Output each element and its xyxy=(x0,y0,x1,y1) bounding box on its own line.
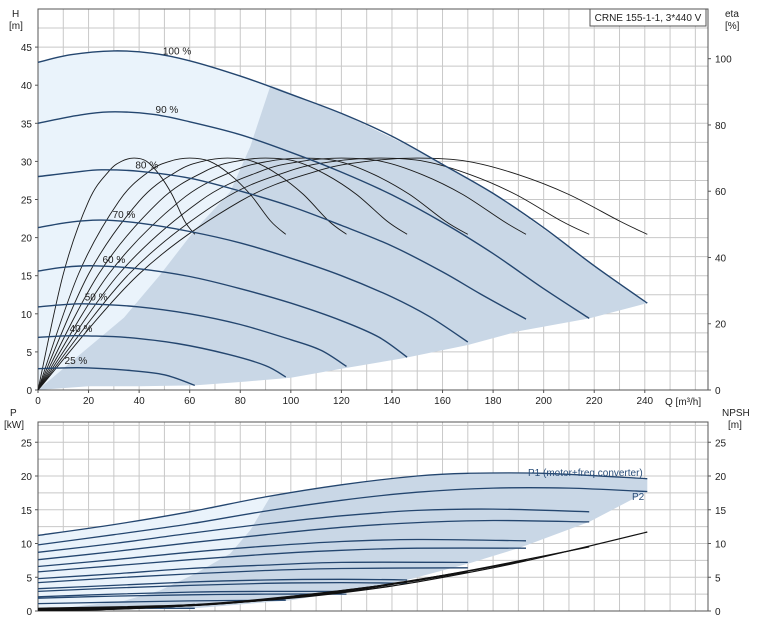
speed-label: 70 % xyxy=(113,210,136,221)
head-curve xyxy=(37,169,527,320)
power-curve xyxy=(37,567,468,584)
title-box: CRNE 155-1-1, 3*440 V xyxy=(589,8,707,27)
power-curve xyxy=(37,472,648,537)
power-label-p1: P1 (motor+freq.converter) xyxy=(528,468,643,479)
efficiency-curve xyxy=(37,157,347,391)
speed-label: 90 % xyxy=(156,105,179,116)
y-axis-label-h: H xyxy=(12,9,19,20)
power-npsh-panel: 0 5 10 15 20 25 0 5 10 15 20 25 xyxy=(21,421,727,618)
x-tick-label: 200 xyxy=(535,396,552,407)
x-tick-label: 120 xyxy=(333,396,350,407)
bottom-y2-tick-label: 15 xyxy=(715,506,727,517)
efficiency-curve xyxy=(37,157,408,391)
x-tick-label: 160 xyxy=(434,396,451,407)
top-y2-tick-label: 20 xyxy=(715,320,727,331)
bottom-operating-region xyxy=(38,473,648,611)
y2-axis-unit-npsh: [m] xyxy=(728,420,742,431)
power-curve xyxy=(37,561,468,580)
bottom-y-tick-label: 20 xyxy=(21,472,33,483)
speed-label: 25 % xyxy=(65,356,88,367)
power-curve xyxy=(37,538,527,568)
bottom-y2-tick-label: 5 xyxy=(715,573,721,584)
x-axis-label-q: Q [m³/h] xyxy=(665,397,701,408)
x-tick-label: 240 xyxy=(636,396,653,407)
top-y2-tick-label: 60 xyxy=(715,187,727,198)
y2-axis-label-eta: eta xyxy=(725,9,739,20)
head-curve xyxy=(37,265,408,358)
top-y-tick-label: 45 xyxy=(21,43,33,54)
top-y2-tick-label: 80 xyxy=(715,121,727,132)
bottom-y2-tick-label: 10 xyxy=(715,540,727,551)
speed-label: 60 % xyxy=(102,255,125,266)
bottom-y-tick-label: 25 xyxy=(21,438,33,449)
speed-label: 50 % xyxy=(85,292,108,303)
bottom-y2-tick-label: 20 xyxy=(715,472,727,483)
head-curve xyxy=(37,219,469,343)
power-curve xyxy=(37,593,347,599)
top-y-tick-label: 20 xyxy=(21,234,33,245)
bottom-y-tick-label: 5 xyxy=(26,573,32,584)
top-y-tick-label: 10 xyxy=(21,310,33,321)
bottom-frame xyxy=(37,421,709,612)
top-y2-tick-label: 100 xyxy=(715,55,732,66)
x-tick-label: 140 xyxy=(384,396,401,407)
y-axis-label-p: P xyxy=(10,408,17,419)
x-tick-label: 0 xyxy=(35,396,41,407)
power-curve xyxy=(37,508,590,553)
efficiency-curve xyxy=(37,157,527,391)
top-y-tick-label: 40 xyxy=(21,81,33,92)
top-y-tick-label: 30 xyxy=(21,157,33,168)
y2-axis-label-npsh: NPSH xyxy=(722,408,750,419)
x-tick-label: 180 xyxy=(485,396,502,407)
efficiency-curve xyxy=(37,157,196,391)
x-tick-label: 60 xyxy=(184,396,196,407)
power-curve xyxy=(37,590,347,598)
y2-axis-unit-eta: [%] xyxy=(725,21,740,32)
top-y2-tick-label: 0 xyxy=(715,386,721,397)
x-tick-label: 220 xyxy=(586,396,603,407)
top-y-tick-label: 25 xyxy=(21,196,33,207)
head-efficiency-panel: 0 5 10 15 20 25 30 35 40 45 0 20 40 60 80 100 100 % 90 % 8… xyxy=(21,8,732,407)
power-curve xyxy=(37,578,408,590)
head-curve xyxy=(37,50,648,304)
efficiency-curve xyxy=(37,157,648,391)
bottom-y-tick-label: 0 xyxy=(26,607,32,618)
chart-title: CRNE 155-1-1, 3*440 V xyxy=(595,13,702,24)
head-curve xyxy=(37,111,590,319)
power-curve xyxy=(37,519,590,561)
x-tick-label: 80 xyxy=(235,396,247,407)
power-curve xyxy=(37,581,408,593)
power-curve xyxy=(37,487,648,546)
speed-label: 100 % xyxy=(163,46,191,57)
x-tick-label: 100 xyxy=(282,396,299,407)
x-tick-label: 20 xyxy=(83,396,95,407)
power-curve xyxy=(37,547,527,573)
bottom-y2-tick-label: 25 xyxy=(715,438,727,449)
y-axis-unit-p: [kW] xyxy=(4,420,24,431)
top-low-speed-region xyxy=(38,50,271,391)
efficiency-curve xyxy=(37,157,287,391)
bottom-y-tick-label: 10 xyxy=(21,540,33,551)
bottom-low-speed-region xyxy=(38,496,271,611)
head-curve xyxy=(37,303,347,367)
top-y-tick-label: 15 xyxy=(21,272,33,283)
head-curve xyxy=(37,366,196,387)
efficiency-curve xyxy=(37,157,469,391)
x-tick-label: 40 xyxy=(134,396,146,407)
y-axis-unit-h: [m] xyxy=(9,21,23,32)
npsh-curve xyxy=(37,603,195,611)
power-label-p2: P2 xyxy=(632,492,645,503)
bottom-y2-tick-label: 0 xyxy=(715,607,721,618)
head-curve xyxy=(37,334,287,378)
top-y-tick-label: 35 xyxy=(21,119,33,130)
top-y-tick-label: 0 xyxy=(26,386,32,397)
top-y-tick-label: 5 xyxy=(26,348,32,359)
speed-label: 80 % xyxy=(135,160,158,171)
bottom-y-tick-label: 15 xyxy=(21,506,33,517)
speed-label: 40 % xyxy=(70,324,93,335)
top-y2-tick-label: 40 xyxy=(715,253,727,264)
